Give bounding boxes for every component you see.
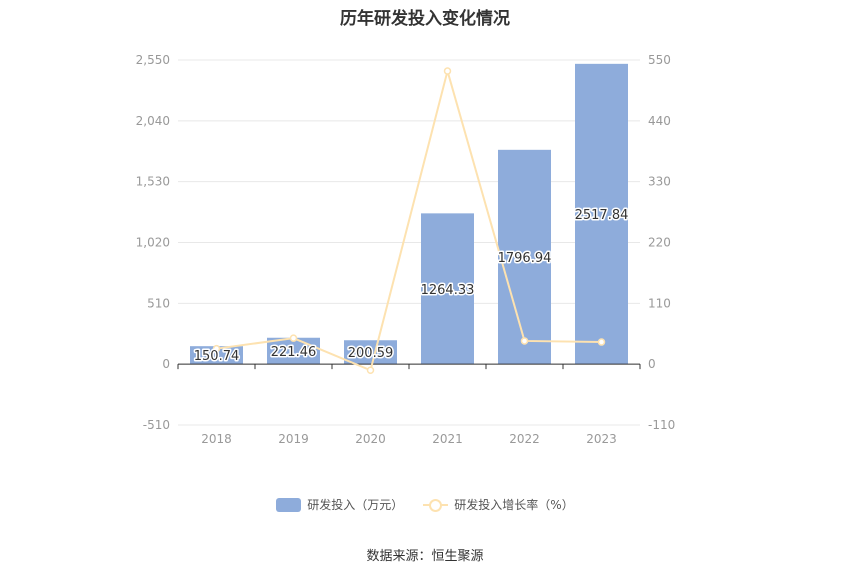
bar [421,213,474,365]
bar-value-label: 1796.94 [498,251,552,266]
line-point [366,366,375,374]
right-tick-label: 330 [648,175,671,189]
x-tick-label: 2022 [509,432,540,446]
left-tick-label: 1,530 [136,175,170,189]
bar-value-label: 1264.33 [421,283,475,298]
line-point [212,344,221,353]
left-tick-label: 510 [147,296,170,310]
legend-item-line[interactable]: 研发投入增长率（%） [423,496,574,513]
legend-item-bar[interactable]: 研发投入（万元） [276,496,403,513]
right-tick-label: -110 [648,418,675,432]
bar [498,149,551,365]
right-tick-label: 220 [648,236,671,250]
bar-value-label: 2517.84 [575,208,629,223]
line-point [520,337,529,345]
legend-label-line: 研发投入增长率（%） [454,498,574,512]
x-tick-label: 2020 [355,432,386,446]
legend-bar-swatch [276,497,302,512]
legend: 研发投入（万元） 研发投入增长率（%） [0,496,850,513]
bar [267,337,320,365]
bar [575,63,628,365]
left-tick-label: 2,550 [136,53,170,67]
right-tick-label: 550 [648,53,671,67]
source-note: 数据来源：恒生聚源 [366,549,484,564]
left-tick-label: -510 [143,418,170,432]
line-point [289,334,298,342]
left-tick-label: 2,040 [136,114,170,128]
right-tick-label: 110 [648,296,671,310]
growth-rate-line [216,67,602,372]
x-tick-label: 2021 [432,432,463,446]
line-point [597,338,606,346]
bar-value-label: 200.59 [348,346,394,361]
chart-title: 历年研发投入变化情况 [340,9,510,29]
x-tick-label: 2019 [278,432,309,446]
x-tick-label: 2018 [201,432,232,446]
right-tick-label: 440 [648,114,671,128]
bar [190,346,243,365]
left-tick-label: 0 [162,357,170,371]
x-tick-label: 2023 [586,432,617,446]
bar-value-label: 221.46 [271,345,317,360]
line-point [443,67,452,75]
legend-label-bar: 研发投入（万元） [307,498,404,512]
bar-value-label: 150.74 [194,349,240,364]
legend-line-swatch [423,498,449,512]
bar [344,340,397,365]
left-tick-label: 1,020 [136,236,170,250]
right-tick-label: 0 [648,357,656,371]
